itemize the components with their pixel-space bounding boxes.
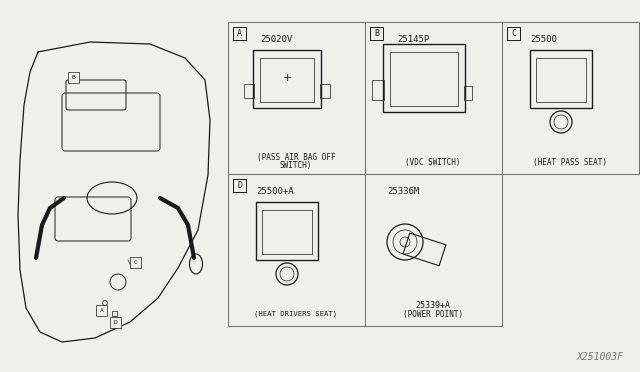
Text: 25145P: 25145P <box>397 35 429 44</box>
Bar <box>536 58 586 102</box>
Text: C: C <box>134 260 138 265</box>
Text: A: A <box>100 308 104 313</box>
Text: B: B <box>72 75 76 80</box>
Bar <box>228 174 502 326</box>
Text: 25500: 25500 <box>530 35 557 44</box>
Bar <box>507 27 520 40</box>
Text: (PASS AIR BAG OFF: (PASS AIR BAG OFF <box>257 153 335 161</box>
Text: C: C <box>511 29 516 38</box>
Text: (POWER POINT): (POWER POINT) <box>403 310 463 318</box>
Text: (HEAT DRIVERS SEAT): (HEAT DRIVERS SEAT) <box>255 311 337 317</box>
Bar <box>96 305 107 316</box>
Text: B: B <box>374 29 379 38</box>
Bar <box>244 84 254 98</box>
Bar <box>256 202 318 260</box>
Bar <box>233 27 246 40</box>
Text: D: D <box>237 181 242 190</box>
Bar <box>370 27 383 40</box>
Text: SWITCH): SWITCH) <box>280 160 312 170</box>
Bar <box>68 72 79 83</box>
Bar <box>228 22 639 174</box>
Bar <box>390 52 458 106</box>
Text: (HEAT PASS SEAT): (HEAT PASS SEAT) <box>533 157 607 167</box>
Bar <box>130 257 141 268</box>
Text: D: D <box>114 320 117 325</box>
Bar <box>233 179 246 192</box>
Bar <box>403 233 446 266</box>
Bar <box>464 86 472 100</box>
Text: 25020V: 25020V <box>260 35 292 44</box>
Text: A: A <box>237 29 242 38</box>
Text: +: + <box>282 73 292 83</box>
Text: X251003F: X251003F <box>577 352 624 362</box>
Bar <box>320 84 330 98</box>
Bar <box>253 50 321 108</box>
Bar <box>383 44 465 112</box>
Bar <box>530 50 592 108</box>
Bar <box>262 210 312 254</box>
Text: 25500+A: 25500+A <box>256 186 294 196</box>
Bar <box>260 58 314 102</box>
Bar <box>372 80 384 100</box>
Text: 25339+A: 25339+A <box>415 301 451 310</box>
Text: 25336M: 25336M <box>387 186 419 196</box>
Bar <box>112 311 117 316</box>
Bar <box>110 317 121 328</box>
Text: (VDC SWITCH): (VDC SWITCH) <box>405 157 461 167</box>
